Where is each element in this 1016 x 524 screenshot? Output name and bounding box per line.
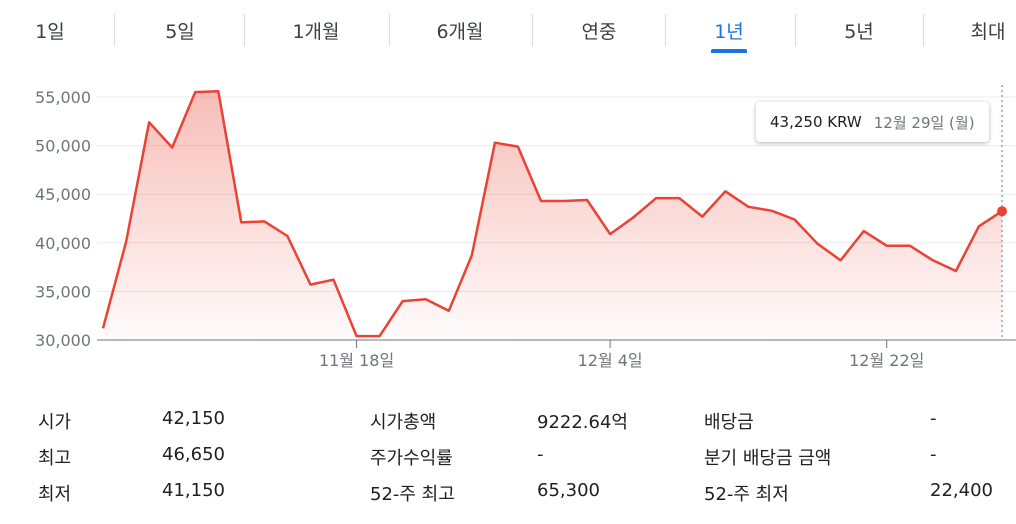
tab-divider [532,14,533,46]
stat-value: - [930,408,937,429]
tooltip-price: 43,250 KRW [770,113,862,131]
stat-label: 52-주 최저 [704,484,789,505]
price-area [103,91,1002,340]
price-chart[interactable]: 55,000 50,000 45,000 40,000 35,000 30,000 11월… [0,60,1016,380]
stat-value: 9222.64억 [537,412,628,433]
stat-value: 42,150 [162,408,225,429]
tab-divider [665,14,666,46]
x-tick-label: 12월 4일 [578,351,643,370]
tab-5d[interactable]: 5일 [165,21,195,43]
tab-1d[interactable]: 1일 [35,21,65,43]
tab-divider [114,14,115,46]
stat-label: 시가 [38,412,72,433]
tab-1y[interactable]: 1년 [714,21,744,43]
stat-label: 주가수익률 [370,448,453,469]
tab-divider [923,14,924,46]
y-tick-label: 55,000 [35,88,91,107]
x-axis: 11월 18일 12월 4일 12월 22일 [319,340,924,370]
hover-point [997,206,1007,217]
tooltip-date: 12월 29일 (월) [873,113,975,132]
range-tabs: 1일 5일 1개월 6개월 연중 1년 5년 최대 [0,0,1016,60]
price-tooltip: 43,250 KRW 12월 29일 (월) [756,102,989,142]
y-tick-label: 45,000 [35,185,91,204]
y-tick-label: 35,000 [35,282,91,301]
stat-label: 시가총액 [370,412,437,433]
stat-label: 분기 배당금 금액 [704,448,832,469]
x-tick-label: 11월 18일 [319,351,394,370]
stat-value: 65,300 [537,480,600,501]
stat-label: 배당금 [704,412,754,433]
x-tick-label: 12월 22일 [849,351,924,370]
y-tick-label: 40,000 [35,234,91,253]
stat-value: 46,650 [162,444,225,465]
tab-divider [795,14,796,46]
stat-label: 52-주 최고 [370,484,455,505]
stat-value: 41,150 [162,480,225,501]
tab-divider [244,14,245,46]
tab-max[interactable]: 최대 [970,21,1006,43]
stat-value: 22,400 [930,480,993,501]
y-tick-label: 30,000 [35,331,91,350]
price-line [101,89,1003,338]
tab-6m[interactable]: 6개월 [436,21,484,43]
tab-5y[interactable]: 5년 [844,21,874,43]
tab-divider [389,14,390,46]
stat-label: 최고 [38,448,72,469]
tab-ytd[interactable]: 연중 [581,21,617,43]
y-tick-label: 50,000 [35,137,91,156]
active-tab-indicator [711,49,747,53]
tab-1m[interactable]: 1개월 [292,21,340,43]
stat-label: 최저 [38,484,72,505]
stat-value: - [930,444,937,465]
stat-value: - [537,444,544,465]
y-axis: 55,000 50,000 45,000 40,000 35,000 30,000 [35,88,91,350]
